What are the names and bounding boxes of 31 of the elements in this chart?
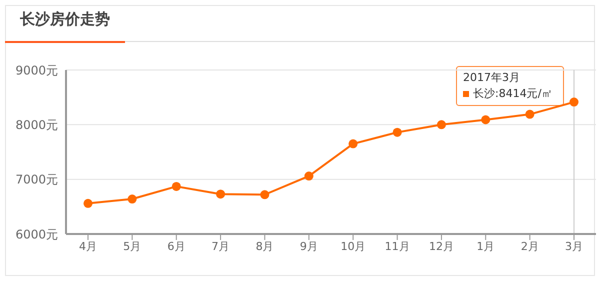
- x-tick-label: 5月: [123, 240, 142, 253]
- x-tick-label: 4月: [79, 240, 97, 253]
- annotation: 长沙:8414元/㎡: [473, 86, 552, 102]
- point: [348, 139, 358, 148]
- x-tick-label: 7月: [212, 240, 230, 253]
- x-tick-label: 11月: [384, 240, 410, 253]
- point: [260, 190, 270, 200]
- point: [570, 98, 578, 107]
- x-tick-label: 10月: [340, 240, 366, 253]
- y-tick-label: 9000元: [15, 63, 58, 78]
- point: [84, 198, 92, 208]
- x-tick-label: 2月: [520, 240, 539, 253]
- point: [216, 190, 226, 199]
- point: [481, 115, 490, 124]
- annotation: 2017年3月: [463, 70, 521, 86]
- y-tick-label: 7000元: [15, 172, 58, 187]
- point: [392, 128, 402, 137]
- point: [128, 194, 137, 204]
- x-tick-label: 1月: [476, 240, 495, 253]
- point: [525, 110, 534, 119]
- point: [436, 120, 446, 130]
- chart-title: 长沙房价走势: [20, 10, 110, 29]
- x-tick-label: 6月: [167, 240, 186, 253]
- x-tick-label: 12月: [428, 240, 454, 253]
- x-tick-label: 3月: [565, 240, 583, 253]
- point: [172, 182, 181, 191]
- y-tick-label: 8000元: [15, 118, 58, 132]
- point: [304, 172, 314, 181]
- x-tick-label: 9月: [300, 240, 318, 253]
- x-tick-label: 8月: [256, 240, 274, 253]
- y-tick-label: 6000元: [15, 227, 58, 242]
